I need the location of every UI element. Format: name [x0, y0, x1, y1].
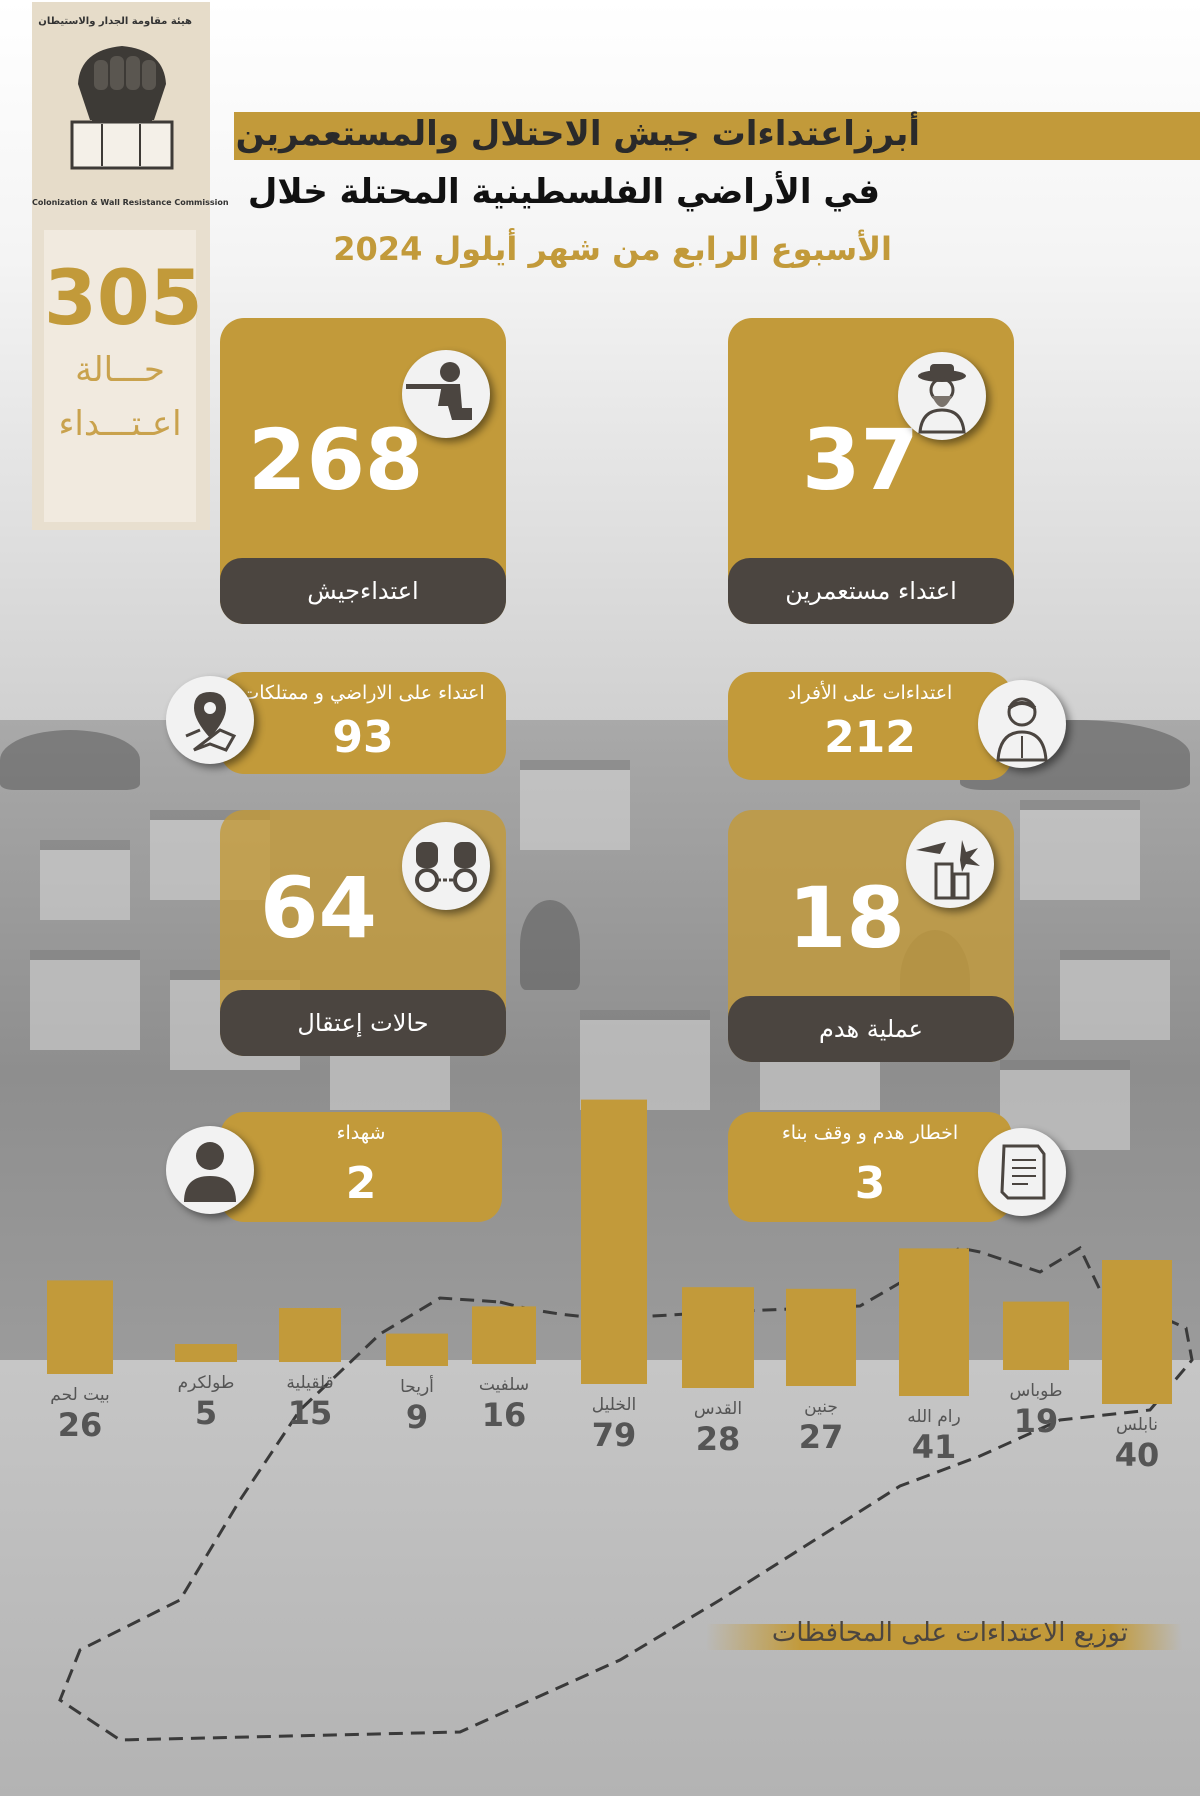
martyrs-label: شهداء — [336, 1122, 386, 1144]
category-label-5: الخليل — [592, 1395, 637, 1415]
total-label-line2: اعـتـــداء — [58, 404, 182, 444]
bar-8 — [899, 1248, 969, 1396]
settler-icon — [898, 352, 986, 440]
category-label-0: بيت لحم — [50, 1385, 109, 1405]
bar-1 — [175, 1344, 237, 1362]
value-label-10: 40 — [1115, 1436, 1160, 1474]
value-label-1: 5 — [195, 1394, 217, 1432]
bar-9 — [1003, 1301, 1069, 1370]
soldier-icon — [402, 350, 490, 438]
title-line2: في الأراضي الفلسطينية المحتلة خلال — [247, 172, 880, 212]
logo: هيئة مقاومة الجدار والاستيطان — [32, 2, 210, 206]
bar-10 — [1102, 1260, 1172, 1404]
title-bar — [234, 112, 1200, 160]
person-bandaged-icon — [978, 680, 1066, 768]
bar-4 — [472, 1306, 536, 1364]
martyrs-card: شهداء 2 — [220, 1112, 502, 1222]
arrests-value: 64 — [260, 859, 377, 957]
land-card: اعتداء على الاراضي و ممتلكات 93 — [220, 672, 506, 774]
document-icon — [978, 1128, 1066, 1216]
category-label-7: جنين — [804, 1397, 838, 1417]
value-label-3: 9 — [406, 1398, 428, 1436]
demolitions-value: 18 — [788, 869, 905, 967]
logo-arabic-text: هيئة مقاومة الجدار والاستيطان — [38, 16, 192, 27]
category-label-1: طولكرم — [178, 1373, 235, 1393]
category-label-6: القدس — [694, 1399, 742, 1419]
category-label-3: أريحا — [400, 1375, 434, 1397]
individuals-card: اعتداءات على الأفراد 212 — [728, 672, 1012, 780]
value-label-5: 79 — [592, 1416, 637, 1454]
notices-value: 3 — [854, 1158, 886, 1209]
individuals-label: اعتداءات على الأفراد — [787, 682, 953, 704]
land-label: اعتداء على الاراضي و ممتلكات — [241, 682, 485, 704]
bar-6 — [682, 1287, 754, 1388]
demolitions-label: عملية هدم — [728, 996, 1014, 1062]
bar-5 — [581, 1099, 647, 1384]
value-label-7: 27 — [799, 1418, 844, 1456]
value-label-9: 19 — [1014, 1402, 1059, 1440]
individuals-value: 212 — [824, 712, 916, 763]
category-label-8: رام الله — [907, 1407, 961, 1427]
category-label-10: نابلس — [1116, 1415, 1158, 1435]
bar-2 — [279, 1308, 341, 1362]
land-value: 93 — [332, 712, 394, 763]
settlers-value: 37 — [802, 411, 919, 509]
logo-english-text: Colonization & Wall Resistance Commissio… — [32, 198, 229, 207]
martyrs-value: 2 — [345, 1158, 377, 1209]
person-icon — [166, 1126, 254, 1214]
bar-7 — [786, 1288, 856, 1386]
title-line1: أبرزاعتداءات جيش الاحتلال والمستعمرين — [235, 114, 920, 154]
total-label-line1: حـــالة — [75, 350, 165, 390]
map-pin-icon — [166, 676, 254, 764]
title-line3: الأسبوع الرابع من شهر أيلول 2024 — [333, 230, 892, 268]
handcuffs-icon — [402, 822, 490, 910]
background-lower — [0, 1360, 1200, 1796]
total-box: 305 حـــالة اعـتـــداء — [44, 230, 203, 522]
arrests-label: حالات إعتقال — [220, 990, 506, 1056]
army-value: 268 — [248, 411, 424, 509]
value-label-2: 15 — [288, 1394, 333, 1432]
chart-title: توزيع الاعتداءات على المحافظات — [771, 1618, 1128, 1648]
value-label-8: 41 — [912, 1428, 957, 1466]
category-label-9: طوباس — [1010, 1381, 1063, 1401]
total-value: 305 — [44, 253, 203, 342]
bar-0 — [47, 1280, 113, 1374]
value-label-0: 26 — [58, 1406, 103, 1444]
category-label-4: سلفيت — [479, 1375, 529, 1395]
logo-panel: هيئة مقاومة الجدار والاستيطان Colonizati… — [32, 2, 229, 530]
army-label: اعتداءجيش — [220, 558, 506, 624]
notices-card: اخطار هدم و وقف بناء 3 — [728, 1112, 1012, 1222]
category-label-2: قلقيلية — [286, 1373, 333, 1393]
chart-title-bar — [706, 1624, 1182, 1650]
value-label-4: 16 — [482, 1396, 527, 1434]
bar-3 — [386, 1333, 448, 1366]
settlers-label: اعتداء مستعمرين — [728, 558, 1014, 624]
notices-label: اخطار هدم و وقف بناء — [781, 1122, 959, 1144]
demolition-icon — [906, 820, 994, 908]
army-card: 268 اعتداءجيش — [220, 318, 506, 624]
west-bank-outline — [58, 1245, 1194, 1742]
value-label-6: 28 — [696, 1420, 741, 1458]
